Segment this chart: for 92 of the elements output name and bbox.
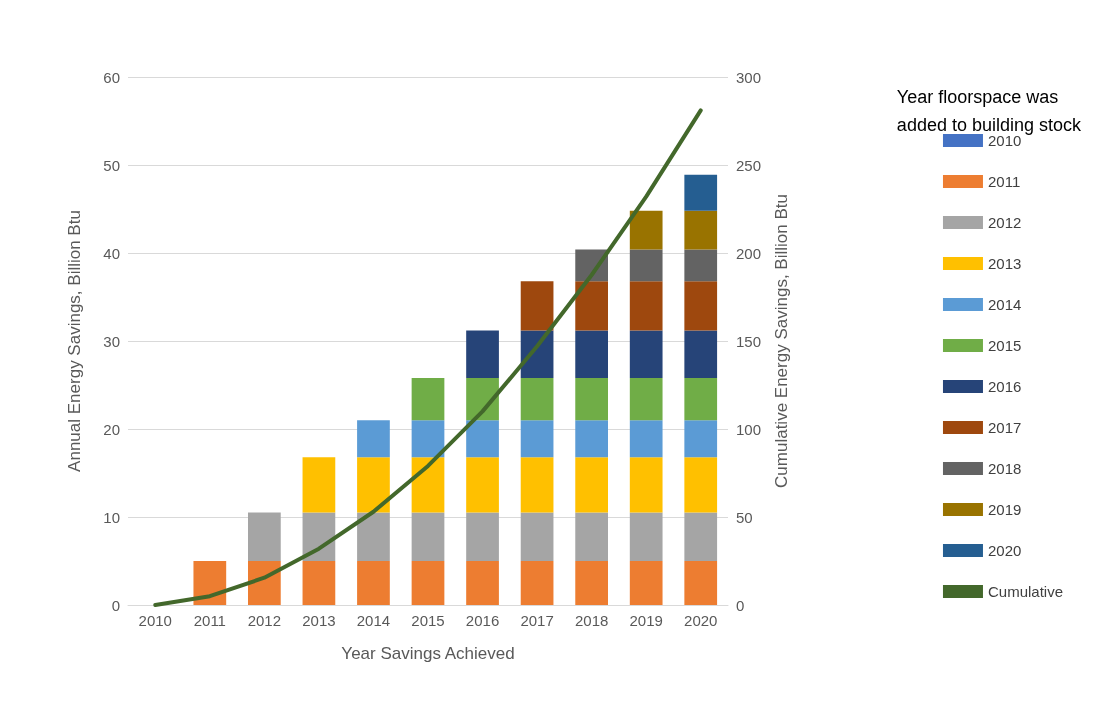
x-axis-title: Year Savings Achieved	[341, 644, 515, 663]
legend-label: 2015	[987, 337, 1022, 354]
bar	[357, 457, 390, 513]
x-tick-label: 2014	[356, 612, 391, 629]
bar	[629, 377, 663, 421]
bar	[575, 281, 608, 331]
x-tick-label: 2016	[465, 612, 500, 629]
bar	[357, 512, 390, 561]
legend-label: 2016	[987, 378, 1022, 395]
legend-label: 2011	[987, 173, 1021, 190]
legend-label: 2019	[987, 501, 1022, 518]
bar	[466, 420, 499, 458]
bar	[684, 281, 718, 331]
bar	[575, 377, 608, 421]
bar	[411, 457, 445, 513]
y-tick-label: 10	[103, 508, 120, 526]
bar	[684, 561, 718, 605]
y2-tick-label: 250	[736, 156, 762, 174]
bar	[575, 457, 608, 513]
legend-label: 2014	[987, 296, 1022, 313]
x-tick-label: 2011	[193, 612, 226, 629]
bar	[684, 457, 718, 513]
y-tick-label: 0	[111, 596, 120, 614]
bar	[466, 561, 499, 605]
x-tick-label: 2010	[138, 612, 172, 629]
bar	[357, 561, 390, 605]
bar	[629, 330, 663, 378]
x-tick-label: 2013	[302, 612, 336, 629]
bar	[302, 457, 336, 513]
bar	[629, 420, 663, 458]
bar	[684, 377, 718, 421]
bar	[684, 330, 718, 378]
y2-tick-label: 200	[736, 244, 762, 262]
bar	[575, 561, 608, 605]
y-tick-label: 40	[103, 244, 120, 262]
bar	[248, 512, 281, 561]
legend-label: 2018	[987, 460, 1022, 477]
legend-label: 2012	[987, 214, 1022, 231]
bar	[466, 457, 499, 513]
y-tick-label: 30	[103, 332, 120, 350]
x-tick-label: 2012	[247, 612, 282, 629]
y2-tick-label: 50	[736, 508, 753, 526]
bar	[411, 377, 445, 421]
bar	[520, 561, 554, 605]
bar	[629, 249, 663, 282]
y-tick-label: 20	[103, 420, 120, 438]
bar	[684, 210, 718, 250]
bar	[684, 174, 718, 211]
y-tick-label: 50	[103, 156, 120, 174]
bar	[520, 281, 554, 331]
y2-tick-label: 150	[736, 332, 762, 350]
bar	[684, 420, 718, 458]
bar	[629, 512, 663, 561]
legend-label: 2017	[987, 419, 1022, 436]
legend-label: Cumulative	[987, 583, 1063, 600]
bar	[466, 330, 499, 378]
bar	[520, 420, 554, 458]
bar	[629, 281, 663, 331]
legend-label: 2020	[987, 542, 1022, 559]
bar	[520, 512, 554, 561]
legend-label: 2010	[987, 132, 1022, 149]
bar	[520, 377, 554, 421]
x-tick-label: 2017	[520, 612, 554, 629]
y-tick-label: 60	[103, 68, 120, 86]
bar	[684, 512, 718, 561]
y-axis-title: Annual Energy Savings, Billion Btu	[65, 210, 84, 472]
bar	[411, 420, 445, 458]
bar	[466, 512, 499, 561]
bar	[575, 420, 608, 458]
line-series	[153, 108, 703, 607]
bar	[575, 330, 608, 378]
bar	[520, 457, 554, 513]
bar	[411, 512, 445, 561]
bar	[629, 561, 663, 605]
bar	[193, 561, 227, 605]
x-tick-label: 2019	[629, 612, 663, 629]
y2-tick-label: 100	[736, 420, 762, 438]
bar	[357, 420, 390, 458]
bar	[629, 457, 663, 513]
y2-axis-title: Cumulative Energy Savings, Billion Btu	[772, 194, 791, 488]
x-tick-label: 2020	[684, 612, 718, 629]
legend-title: Year floorspace was added to building stock	[896, 87, 1082, 135]
bar	[575, 512, 608, 561]
y2-tick-label: 300	[736, 68, 762, 86]
bar	[302, 561, 336, 605]
bar	[629, 210, 663, 250]
bar	[411, 561, 445, 605]
x-tick-label: 2015	[411, 612, 445, 629]
y2-tick-label: 0	[736, 596, 745, 614]
bar	[684, 249, 718, 282]
x-tick-label: 2018	[574, 612, 609, 629]
legend-label: 2013	[987, 255, 1022, 272]
